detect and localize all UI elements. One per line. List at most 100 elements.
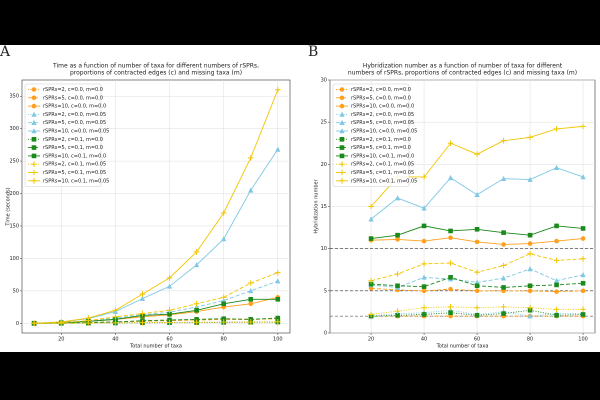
series-line bbox=[371, 306, 584, 315]
marker bbox=[368, 281, 374, 287]
legend-box bbox=[332, 83, 410, 187]
marker bbox=[527, 283, 533, 289]
marker bbox=[474, 226, 480, 232]
legend-label: rSPRs=5, c=0.0, m=0.0 bbox=[43, 95, 103, 101]
x-tick-label: 40 bbox=[112, 337, 118, 343]
marker bbox=[139, 291, 146, 297]
legend-marker bbox=[339, 111, 345, 117]
marker bbox=[368, 203, 374, 210]
marker bbox=[166, 283, 173, 289]
marker bbox=[166, 319, 173, 326]
marker bbox=[447, 304, 454, 310]
series-line bbox=[34, 280, 278, 324]
chart-title: numbers of rSPRs, proportions of contrac… bbox=[348, 70, 577, 77]
marker bbox=[553, 126, 560, 132]
marker bbox=[448, 228, 453, 234]
marker bbox=[553, 277, 560, 284]
y-tick-label: 20 bbox=[321, 162, 327, 168]
marker bbox=[501, 242, 506, 247]
marker bbox=[501, 230, 506, 235]
legend-box bbox=[24, 83, 102, 187]
legend-marker bbox=[31, 178, 37, 184]
series-line bbox=[371, 309, 584, 317]
y-axis-label: Time (seconds) bbox=[6, 187, 12, 226]
marker bbox=[580, 272, 586, 278]
marker bbox=[193, 301, 200, 307]
marker bbox=[553, 164, 560, 171]
marker bbox=[421, 274, 427, 280]
marker bbox=[275, 269, 281, 276]
marker bbox=[275, 146, 281, 152]
marker bbox=[368, 216, 374, 222]
legend-label: rSPRs=10, c=0.1, m=0.0 bbox=[351, 153, 414, 159]
marker bbox=[275, 278, 281, 284]
marker bbox=[527, 313, 533, 319]
y-tick-label: 350 bbox=[9, 94, 19, 100]
panel-label: A bbox=[0, 44, 11, 60]
legend-label: rSPRs=5, c=0.1, m=0.0 bbox=[43, 145, 103, 151]
marker bbox=[247, 280, 254, 286]
marker bbox=[368, 236, 374, 241]
series-line bbox=[34, 317, 278, 324]
series-line bbox=[34, 272, 278, 324]
y-tick-label: 100 bbox=[9, 256, 19, 262]
marker bbox=[447, 140, 454, 147]
marker bbox=[220, 210, 227, 216]
y-tick-label: 300 bbox=[9, 126, 19, 132]
marker bbox=[580, 255, 586, 262]
x-tick-label: 60 bbox=[474, 337, 480, 343]
marker bbox=[580, 236, 586, 241]
legend-marker bbox=[339, 119, 345, 125]
marker bbox=[85, 315, 92, 321]
marker bbox=[580, 226, 586, 231]
marker bbox=[580, 174, 586, 180]
marker bbox=[553, 257, 560, 264]
marker bbox=[500, 304, 507, 310]
y-tick-label: 200 bbox=[9, 191, 19, 197]
marker bbox=[167, 311, 172, 317]
marker bbox=[448, 286, 453, 292]
marker bbox=[527, 176, 533, 182]
marker bbox=[193, 249, 200, 255]
x-tick-label: 80 bbox=[220, 337, 226, 343]
x-tick-label: 40 bbox=[421, 337, 427, 343]
x-tick-label: 100 bbox=[273, 337, 283, 343]
marker bbox=[554, 289, 559, 294]
y-tick-label: 150 bbox=[9, 223, 19, 229]
legend-label: rSPRs=10, c=0.0, m=0.0 bbox=[43, 104, 106, 110]
marker bbox=[248, 187, 254, 193]
y-tick-label: 25 bbox=[321, 120, 327, 126]
legend-label: rSPRs=10, c=0.1, m=0.05 bbox=[43, 178, 109, 184]
marker bbox=[474, 151, 480, 158]
marker bbox=[221, 316, 226, 322]
x-tick-label: 60 bbox=[166, 337, 172, 343]
legend-marker bbox=[339, 178, 345, 184]
legend-marker bbox=[31, 169, 37, 176]
marker bbox=[421, 304, 427, 311]
legend-label: rSPRs=5, c=0.1, m=0.0 bbox=[351, 145, 411, 151]
marker bbox=[527, 250, 533, 257]
marker bbox=[275, 86, 281, 93]
marker bbox=[220, 294, 227, 301]
marker bbox=[368, 277, 374, 284]
series-line bbox=[34, 318, 278, 324]
y-tick-label: 0 bbox=[324, 331, 327, 337]
marker bbox=[474, 279, 480, 285]
legend-marker bbox=[31, 119, 37, 125]
series-line bbox=[34, 89, 279, 324]
y-tick-label: 10 bbox=[321, 246, 327, 252]
marker bbox=[474, 283, 480, 289]
legend-marker bbox=[339, 145, 345, 150]
chart-title: Time as a function of number of taxa for… bbox=[52, 63, 259, 70]
marker bbox=[500, 175, 507, 181]
marker bbox=[421, 312, 427, 317]
legend-label: rSPRs=5, c=0.0, m=0.05 bbox=[43, 120, 106, 126]
legend-marker bbox=[31, 87, 37, 92]
marker bbox=[421, 205, 427, 211]
marker bbox=[395, 237, 400, 242]
x-axis-label: Total number of taxa bbox=[129, 344, 182, 350]
marker bbox=[474, 191, 480, 197]
marker bbox=[474, 288, 480, 294]
marker bbox=[194, 317, 199, 322]
